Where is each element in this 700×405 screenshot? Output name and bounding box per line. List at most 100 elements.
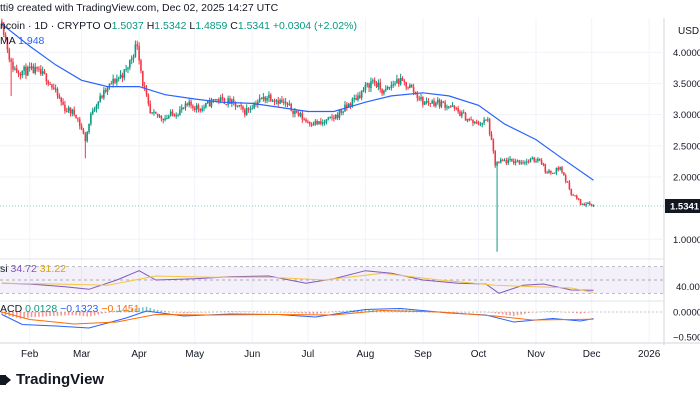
macd-histogram-bar: [564, 312, 567, 313]
macd-histogram-bar: [516, 312, 519, 316]
candle-body: [177, 115, 179, 117]
candle-body: [286, 103, 289, 105]
candle-body: [353, 98, 356, 100]
macd-histogram-bar: [45, 312, 48, 317]
candle-body: [323, 122, 326, 124]
macd-histogram-bar: [175, 312, 178, 313]
macd-histogram-bar: [34, 312, 37, 318]
macd-histogram-bar: [167, 311, 170, 312]
symbol-name: ncoin · 1D · CRYPTO: [0, 20, 101, 32]
candle-body: [384, 88, 387, 91]
candle-body: [229, 98, 231, 104]
candle-body: [312, 124, 315, 126]
macd-histogram-bar: [587, 312, 589, 313]
candle-body: [566, 181, 569, 183]
candle-body: [455, 108, 458, 110]
candle-body: [568, 182, 571, 189]
candle-body: [90, 113, 92, 124]
macd-histogram-bar: [205, 312, 207, 313]
candle-body: [327, 117, 330, 120]
candle-body: [162, 118, 165, 121]
candle-body: [17, 72, 20, 74]
macd-histogram-bar: [15, 312, 18, 318]
candle-body: [370, 81, 372, 88]
candle-body: [550, 170, 552, 173]
candle-body: [425, 101, 428, 103]
candle-body: [244, 109, 246, 115]
candle-body: [64, 104, 66, 112]
macd-histogram-bar: [190, 312, 192, 313]
macd-histogram-bar: [305, 312, 307, 314]
close-value: 1.5341: [237, 20, 270, 32]
candle-body: [514, 161, 517, 164]
candle-body: [409, 84, 411, 88]
candle-body: [262, 96, 265, 100]
candle-body: [392, 84, 395, 86]
candle-body: [583, 203, 586, 206]
x-tick-label: 2026: [638, 349, 661, 360]
candle-body: [47, 81, 50, 84]
candle-body: [557, 167, 560, 170]
candle-body: [529, 159, 532, 162]
candle-body: [499, 159, 502, 163]
macd-histogram-bar: [201, 312, 203, 313]
candle-body: [236, 105, 239, 107]
candle-body: [468, 119, 471, 121]
macd-histogram-bar: [383, 310, 385, 312]
rsi-tick-label: 40.00: [676, 282, 700, 293]
low-value: 1.4859: [195, 20, 228, 32]
macd-histogram-bar: [320, 312, 322, 314]
candle-body: [338, 110, 341, 118]
candle-body: [397, 79, 400, 85]
candle-body: [297, 112, 300, 116]
candle-body: [219, 97, 222, 102]
candle-body: [258, 98, 261, 102]
candle-body: [190, 101, 192, 106]
candle-body: [325, 119, 328, 123]
candle-body: [12, 61, 14, 70]
macd-histogram-bar: [101, 312, 103, 314]
candle-body: [320, 121, 322, 124]
candle-body: [299, 113, 302, 116]
candle-body: [242, 106, 244, 110]
x-tick-label: Nov: [527, 349, 545, 360]
macd-legend: ACD 0.0128 −0.1323 −0.1451: [0, 303, 140, 315]
macd-histogram-bar: [557, 311, 560, 312]
macd-histogram-bar: [457, 312, 459, 313]
candle-body: [522, 162, 524, 164]
candle-body: [14, 68, 16, 70]
macd-histogram-bar: [486, 312, 489, 313]
candle-body: [223, 98, 226, 105]
candle-body: [123, 69, 126, 78]
candle-body: [444, 102, 446, 108]
x-tick-label: Oct: [471, 349, 487, 360]
tradingview-logo: TradingView: [0, 371, 104, 388]
candle-body: [65, 111, 68, 113]
candle-body: [405, 82, 407, 88]
candle-body: [212, 99, 215, 101]
candle-body: [351, 98, 354, 106]
macd-histogram-bar: [527, 312, 530, 314]
last-price-tag: [665, 199, 700, 214]
candle-body: [15, 68, 18, 73]
macd-histogram-bar: [279, 312, 281, 313]
candle-body: [277, 100, 280, 104]
candle-body: [251, 108, 254, 110]
macd-histogram-bar: [312, 312, 315, 315]
candle-body: [21, 70, 24, 76]
macd-histogram-bar: [75, 312, 77, 316]
candle-body: [360, 90, 363, 98]
candle-body: [158, 115, 161, 117]
candle-body: [91, 110, 94, 114]
candle-body: [71, 109, 74, 114]
candle-body: [321, 122, 324, 124]
candle-body: [282, 101, 285, 103]
candle-body: [38, 68, 40, 70]
candle-body: [127, 67, 129, 69]
candle-body: [201, 108, 203, 111]
macd-histogram-bar: [138, 307, 140, 312]
candle-body: [446, 106, 448, 108]
macd-histogram-bar: [52, 312, 55, 316]
